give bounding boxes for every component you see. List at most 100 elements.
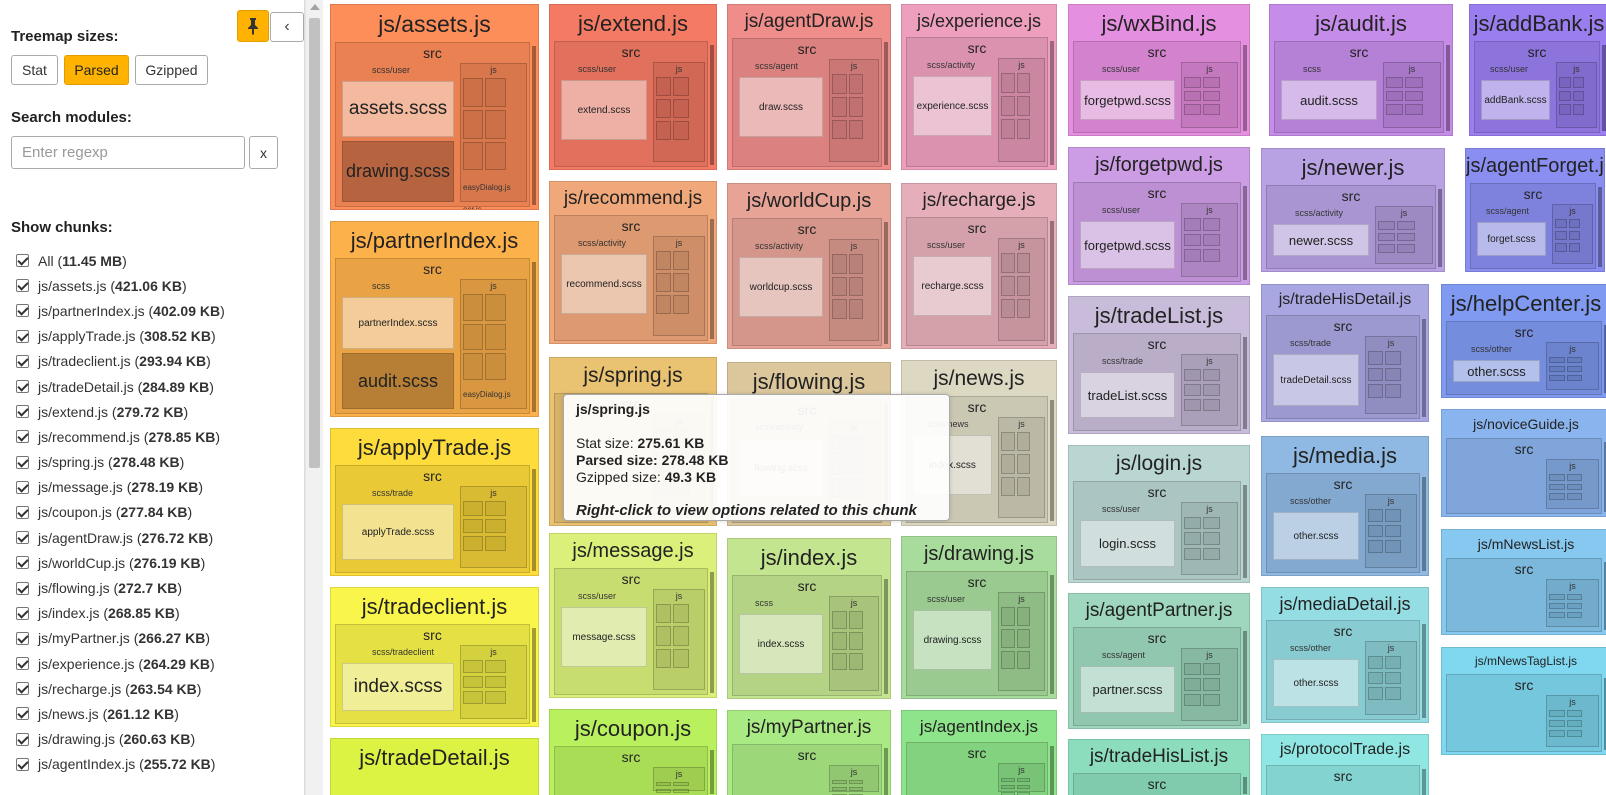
module-cell[interactable] [656, 604, 672, 624]
module-cell[interactable] [1368, 367, 1384, 381]
module-cell[interactable] [1001, 432, 1015, 452]
module-cell[interactable] [1368, 671, 1384, 684]
chunk-checkbox[interactable] [16, 581, 29, 595]
module-cell[interactable] [463, 518, 484, 533]
treemap-chunk[interactable]: js/recommend.js src scss/activity recommend… [549, 181, 717, 344]
src-folder[interactable]: src scss partnerIndex.scss audit.scss js easy… [335, 258, 530, 414]
chunk-item[interactable]: js/worldCup.js (276.19 KB) [16, 550, 301, 575]
module-block[interactable]: forgetpwd.scss [1080, 221, 1175, 269]
src-folder[interactable]: src js [1446, 558, 1602, 632]
module-cell[interactable] [463, 353, 484, 380]
module-cell[interactable] [1016, 119, 1031, 139]
node-modules-strip[interactable] [1050, 400, 1054, 521]
module-block[interactable]: partner.scss [1080, 666, 1175, 713]
module-cell[interactable] [1184, 249, 1201, 262]
module-cell[interactable] [1001, 73, 1015, 93]
module-cell[interactable] [1572, 77, 1585, 88]
chunk-checkbox[interactable] [16, 531, 29, 545]
module-cell[interactable] [1572, 90, 1585, 101]
node-modules-strip[interactable] [1604, 325, 1606, 393]
node-modules-strip[interactable] [1438, 189, 1442, 267]
js-folder[interactable]: js [829, 59, 879, 162]
module-cell[interactable] [1016, 778, 1031, 782]
module-cell[interactable] [1386, 90, 1404, 101]
module-cell[interactable] [1016, 73, 1031, 93]
module-cell[interactable] [1184, 517, 1201, 530]
module-cell[interactable] [1001, 275, 1015, 296]
module-cell[interactable] [848, 276, 864, 296]
module-cell[interactable] [848, 631, 864, 650]
node-modules-strip[interactable] [1243, 777, 1247, 794]
src-folder[interactable]: src js [554, 746, 708, 795]
module-cell[interactable] [1184, 77, 1201, 88]
module-cell[interactable] [1385, 367, 1401, 381]
js-folder[interactable]: js [1365, 494, 1417, 568]
module-block[interactable]: tradeList.scss [1080, 372, 1175, 418]
treemap-chunk[interactable]: js/tradeHisList.js src [1068, 739, 1250, 795]
module-cell[interactable] [1559, 104, 1571, 115]
src-folder[interactable]: src scss/activity recommend.scss js [554, 215, 708, 341]
module-cell[interactable] [1016, 476, 1031, 496]
node-modules-strip[interactable] [710, 750, 714, 794]
chunk-checkbox[interactable] [16, 455, 29, 469]
module-cell[interactable] [1016, 454, 1031, 474]
js-folder[interactable]: js [1365, 336, 1417, 414]
js-folder[interactable]: js [460, 486, 527, 568]
module-cell[interactable] [673, 604, 689, 624]
node-modules-strip[interactable] [1422, 477, 1426, 571]
module-cell[interactable] [1566, 612, 1583, 618]
chunk-item[interactable]: js/tradeDetail.js (284.89 KB) [16, 374, 301, 399]
chunk-checkbox[interactable] [16, 682, 29, 696]
treemap-chunk[interactable]: js/agentDraw.js src scss/agent draw.scss js [727, 4, 891, 170]
js-folder[interactable]: js [1556, 62, 1597, 128]
src-folder[interactable]: src scss/trade tradeList.scss js [1073, 333, 1241, 431]
module-cell[interactable] [1566, 720, 1583, 727]
node-modules-strip[interactable] [1598, 187, 1602, 267]
module-cell[interactable] [832, 96, 847, 117]
chunk-item[interactable]: js/assets.js (421.06 KB) [16, 273, 301, 298]
chunk-item[interactable]: js/experience.js (264.29 KB) [16, 651, 301, 676]
module-cell[interactable] [1001, 785, 1015, 789]
module-cell[interactable] [1566, 594, 1583, 600]
treemap-chunk[interactable]: js/message.js src scss/user message.scss js [549, 533, 717, 698]
module-cell[interactable] [485, 109, 506, 139]
module-cell[interactable] [485, 294, 506, 321]
module-cell[interactable] [1203, 532, 1220, 545]
js-folder[interactable]: js [1181, 648, 1238, 721]
module-cell[interactable] [463, 660, 484, 673]
node-modules-strip[interactable] [884, 42, 888, 165]
js-folder[interactable]: js [998, 592, 1045, 691]
module-cell[interactable] [463, 536, 484, 551]
module-cell[interactable] [1184, 663, 1201, 676]
node-modules-strip[interactable] [1050, 746, 1054, 795]
chunk-item[interactable]: js/recharge.js (263.54 KB) [16, 676, 301, 701]
node-modules-strip[interactable] [532, 262, 536, 412]
treemap-chunk[interactable]: js/noviceGuide.js src js [1441, 409, 1606, 517]
js-folder[interactable]: js [1181, 502, 1238, 575]
module-block[interactable]: drawing.scss [342, 141, 454, 202]
module-cell[interactable] [1016, 607, 1031, 626]
module-cell[interactable] [1184, 233, 1201, 246]
node-modules-strip[interactable] [710, 572, 714, 693]
module-block[interactable]: partnerIndex.scss [342, 297, 454, 349]
treemap-chunk[interactable]: js/drawing.js src scss/user drawing.scss js [901, 536, 1057, 699]
node-modules-strip[interactable] [532, 46, 536, 205]
js-folder[interactable]: js [460, 645, 527, 719]
js-folder[interactable]: js [1181, 203, 1238, 277]
module-cell[interactable] [1368, 384, 1384, 398]
module-cell[interactable] [1572, 104, 1585, 115]
module-cell[interactable] [1203, 517, 1220, 530]
chunk-item[interactable]: js/drawing.js (260.63 KB) [16, 727, 301, 752]
chunk-checkbox[interactable] [16, 354, 29, 368]
module-cell[interactable] [673, 251, 689, 270]
treemap-chunk[interactable]: js/assets.js src scss/user assets.scss drawi… [330, 4, 539, 210]
chunk-item[interactable]: js/index.js (268.85 KB) [16, 601, 301, 626]
treemap-chunk[interactable]: js/forgetpwd.js src scss/user forgetpwd.scs… [1068, 147, 1250, 285]
module-cell[interactable] [656, 648, 672, 668]
module-cell[interactable] [673, 99, 689, 118]
module-cell[interactable] [1203, 547, 1220, 560]
module-block[interactable]: forgetpwd.scss [1080, 80, 1175, 120]
pin-button[interactable] [237, 10, 269, 42]
module-cell[interactable] [1385, 671, 1401, 684]
module-cell[interactable] [1203, 369, 1220, 381]
